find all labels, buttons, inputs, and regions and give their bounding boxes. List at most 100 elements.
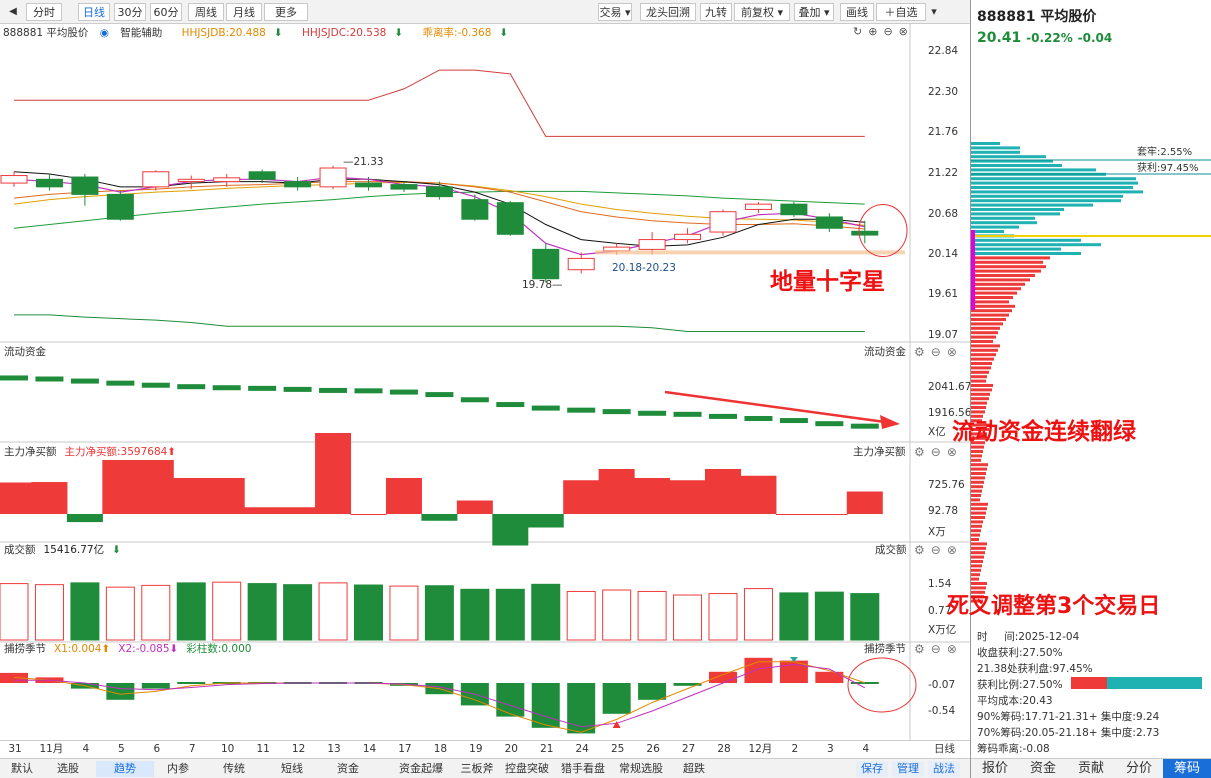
- bottom-tab-1[interactable]: 选股: [57, 762, 79, 775]
- candle-body: [638, 239, 666, 250]
- chip-bar: [971, 406, 986, 409]
- toolbar-right-4[interactable]: 叠加 ▾: [794, 3, 834, 21]
- chip-bar: [971, 538, 979, 541]
- bottom-tab-10[interactable]: 猎手看盘: [561, 762, 605, 775]
- turnover-right-title: 成交额: [875, 544, 907, 556]
- season-bar: [531, 683, 560, 728]
- fund-flow-bar: [638, 410, 667, 416]
- candle-body: [425, 186, 453, 198]
- panel-controls[interactable]: ↻⊕⊖⊗: [853, 25, 914, 38]
- bottom-tab-0[interactable]: 默认: [11, 762, 33, 775]
- close-icon[interactable]: ⊗: [898, 25, 914, 38]
- turnover-bar: [602, 589, 632, 641]
- chip-bar: [971, 326, 1000, 330]
- bottom-tab-2[interactable]: 趋势: [96, 761, 154, 777]
- chip-bar: [971, 203, 1093, 207]
- turnover-controls[interactable]: ⚙⊖⊗: [914, 543, 963, 557]
- toolbar-right-1[interactable]: 龙头回溯: [640, 3, 696, 21]
- main-net-value: 主力净买额:3597684⬆: [64, 446, 177, 458]
- chip-bar: [971, 498, 980, 502]
- toolbar-0[interactable]: 分时: [26, 3, 62, 21]
- chip-bar: [971, 494, 981, 497]
- chip-bar: [971, 480, 984, 484]
- date-tick: 13: [327, 743, 341, 755]
- down-marker: [789, 657, 798, 662]
- main-net-controls[interactable]: ⚙⊖⊗: [914, 445, 963, 459]
- bottom-right-2[interactable]: 战法: [928, 761, 960, 777]
- chip-bar: [971, 331, 998, 335]
- quote-title: 888881 平均股价: [977, 9, 1097, 25]
- chip-bar: [971, 177, 1136, 181]
- dropdown-icon[interactable]: ▾: [931, 5, 937, 18]
- chip-bar: [971, 432, 987, 436]
- toolbar-right-2[interactable]: 九转: [700, 3, 732, 21]
- down-arrow-icon: ⬇: [394, 27, 404, 39]
- candle-body: [71, 176, 99, 195]
- chip-bar: [971, 159, 1053, 163]
- net-unit: X万: [928, 526, 946, 538]
- chip-distribution: 套牢:2.55% 获利:97.45%: [971, 142, 1211, 603]
- bottom-tab-3[interactable]: 内参: [167, 762, 189, 775]
- chip-bar: [971, 370, 989, 374]
- main-net-bar: [31, 482, 68, 514]
- chip-bar: [971, 546, 986, 550]
- bottom-tab-9[interactable]: 控盘突破: [505, 762, 549, 775]
- turnover-bar: [247, 583, 277, 641]
- toolbar-2[interactable]: 30分: [114, 3, 146, 21]
- chip-bar: [971, 502, 988, 506]
- toolbar-5[interactable]: 月线: [226, 3, 262, 21]
- season-controls[interactable]: ⚙⊖⊗: [914, 642, 963, 656]
- profit-ratio-fill: [1071, 677, 1108, 689]
- fund-flow-bar: [212, 385, 241, 391]
- toolbar-4[interactable]: 周线: [188, 3, 224, 21]
- toolbar-right-5[interactable]: 画线: [840, 3, 874, 21]
- turnover-bar: [389, 585, 419, 641]
- bottom-tab-4[interactable]: 传统: [223, 762, 245, 775]
- season-bar: [638, 683, 667, 700]
- main-chart: [0, 24, 970, 740]
- flow-arrow-head: [880, 415, 900, 429]
- right-tab-3[interactable]: 分价: [1125, 761, 1152, 776]
- fund-flow-bar: [248, 385, 277, 391]
- chip-bar: [971, 168, 1096, 172]
- minus-icon[interactable]: ⊖: [883, 25, 899, 38]
- candle-body: [319, 167, 347, 188]
- add-icon[interactable]: ⊕: [868, 25, 884, 38]
- toolbar-6[interactable]: 更多: [264, 3, 308, 21]
- right-tab-4[interactable]: 筹码: [1163, 759, 1211, 778]
- bottom-tab-7[interactable]: 资金起爆: [399, 762, 443, 775]
- price-tick: 19.61: [928, 288, 959, 301]
- main-net-bar: [740, 475, 777, 514]
- toolbar-right-0[interactable]: 交易 ▾: [598, 3, 632, 21]
- date-tick: 2: [791, 743, 799, 755]
- price-tick: 20.14: [928, 248, 959, 261]
- toolbar-right-3[interactable]: 前复权 ▾: [734, 3, 790, 21]
- date-tick: 3: [827, 743, 834, 755]
- season-bar: [496, 683, 525, 717]
- chip-bar: [971, 186, 1133, 189]
- prev-icon[interactable]: ◀: [9, 6, 17, 17]
- assist-toggle[interactable]: ◉ 智能辅助: [100, 27, 171, 39]
- season-bar: [673, 683, 702, 686]
- bottom-tab-6[interactable]: 资金: [337, 762, 359, 775]
- fund-flow-bar: [354, 388, 383, 394]
- upper-band-line: [14, 69, 865, 137]
- bottom-tab-8[interactable]: 三板斧: [460, 762, 494, 775]
- right-tab-1[interactable]: 资金: [1029, 761, 1056, 776]
- bottom-tab-12[interactable]: 超跌: [683, 762, 705, 775]
- refresh-icon[interactable]: ↻: [853, 25, 869, 38]
- right-tab-2[interactable]: 贡献: [1077, 761, 1104, 776]
- bottom-right-0[interactable]: 保存: [856, 761, 888, 777]
- hhjsjdc-value: HHJSJDC:20.538 ⬇: [302, 27, 404, 39]
- fund-flow-controls[interactable]: ⚙⊖⊗: [914, 345, 963, 359]
- price-tick: 20.68: [928, 207, 959, 220]
- toolbar-3[interactable]: 60分: [150, 3, 182, 21]
- toolbar-1[interactable]: 日线: [78, 3, 110, 21]
- bottom-right-1[interactable]: 管理: [892, 761, 924, 777]
- chip-bar: [971, 397, 989, 401]
- date-tick: 18: [433, 743, 448, 755]
- bottom-tab-11[interactable]: 常规选股: [619, 762, 663, 775]
- bottom-tab-5[interactable]: 短线: [281, 762, 303, 775]
- right-tab-0[interactable]: 报价: [981, 761, 1008, 776]
- toolbar-right-6[interactable]: ＋自选: [876, 3, 926, 21]
